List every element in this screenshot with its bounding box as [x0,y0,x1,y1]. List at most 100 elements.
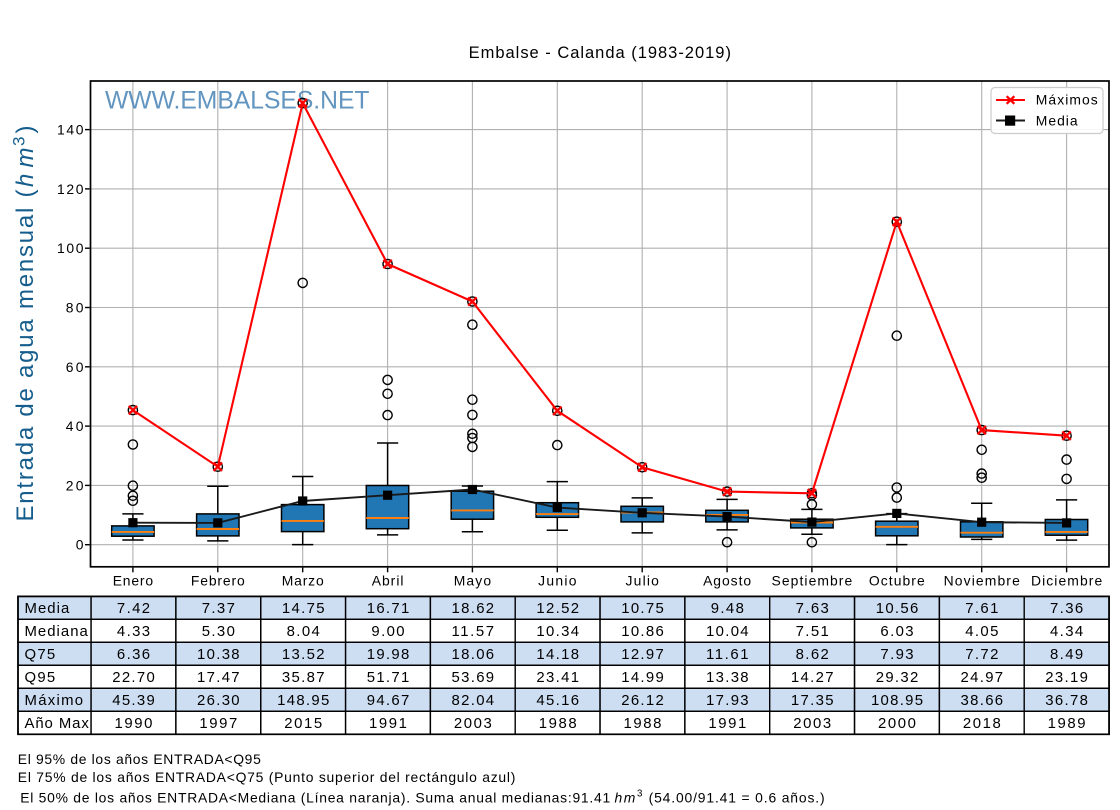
svg-text:10.34: 10.34 [536,624,579,640]
svg-text:Media: Media [25,601,71,617]
svg-text:12.97: 12.97 [621,647,664,663]
svg-text:100: 100 [57,240,84,256]
svg-text:7.93: 7.93 [880,647,913,663]
svg-text:16.71: 16.71 [367,601,410,617]
svg-text:9.00: 9.00 [371,624,404,640]
svg-text:14.99: 14.99 [621,670,664,686]
svg-text:Abril: Abril [372,573,404,589]
svg-text:Agosto: Agosto [703,573,751,589]
svg-text:45.16: 45.16 [536,693,579,709]
svg-text:140: 140 [57,122,84,138]
svg-text:82.04: 82.04 [451,693,494,709]
svg-text:Embalse - Calanda (1983-2019): Embalse - Calanda (1983-2019) [469,44,731,62]
svg-text:53.69: 53.69 [451,670,494,686]
svg-text:13.52: 13.52 [282,647,325,663]
svg-text:1991: 1991 [369,716,407,732]
svg-text:1991: 1991 [708,716,746,732]
svg-text:11.57: 11.57 [451,624,494,640]
svg-text:2015: 2015 [284,716,322,732]
svg-text:8.49: 8.49 [1050,647,1083,663]
svg-text:17.93: 17.93 [706,693,749,709]
svg-text:WWW.EMBALSES.NET: WWW.EMBALSES.NET [105,88,370,115]
svg-text:Diciembre: Diciembre [1031,573,1103,589]
svg-text:36.78: 36.78 [1045,693,1088,709]
svg-text:8.04: 8.04 [287,624,320,640]
svg-text:4.33: 4.33 [117,624,150,640]
svg-text:94.67: 94.67 [367,693,410,709]
svg-text:23.41: 23.41 [536,670,579,686]
svg-text:14.27: 14.27 [791,670,834,686]
svg-text:3: 3 [10,137,29,146]
svg-text:19.98: 19.98 [367,647,410,663]
svg-text:40: 40 [66,418,84,434]
svg-text:18.62: 18.62 [451,601,494,617]
svg-text:1997: 1997 [199,716,237,732]
svg-text:26.30: 26.30 [197,693,240,709]
svg-text:18.06: 18.06 [451,647,494,663]
svg-text:): ) [12,126,39,134]
svg-text:Junio: Junio [538,573,577,589]
svg-text:7.51: 7.51 [796,624,829,640]
svg-text:1990: 1990 [115,716,153,732]
svg-text:hm: hm [615,789,636,805]
svg-text:17.35: 17.35 [791,693,834,709]
svg-text:Q75: Q75 [25,647,56,663]
svg-text:1988: 1988 [624,716,662,732]
svg-text:2000: 2000 [878,716,916,732]
svg-text:Año Max: Año Max [25,716,90,732]
svg-text:26.12: 26.12 [621,693,664,709]
svg-text:35.87: 35.87 [282,670,325,686]
svg-text:El 50% de los años ENTRADA<Med: El 50% de los años ENTRADA<Mediana (Líne… [20,789,610,805]
svg-text:10.38: 10.38 [197,647,240,663]
svg-text:12.52: 12.52 [536,601,579,617]
svg-text:5.30: 5.30 [202,624,235,640]
svg-text:El 75% de los años ENTRADA<Q75: El 75% de los años ENTRADA<Q75 (Punto su… [18,769,516,785]
svg-text:2003: 2003 [454,716,492,732]
svg-text:7.61: 7.61 [965,601,998,617]
svg-text:17.47: 17.47 [197,670,240,686]
svg-text:7.42: 7.42 [117,601,150,617]
svg-text:23.19: 23.19 [1045,670,1088,686]
svg-text:El 95% de los años ENTRADA<Q95: El 95% de los años ENTRADA<Q95 [18,751,261,767]
svg-text:14.18: 14.18 [536,647,579,663]
svg-text:Septiembre: Septiembre [772,573,853,589]
svg-text:7.36: 7.36 [1050,601,1083,617]
svg-text:Mediana: Mediana [25,624,89,640]
svg-text:108.95: 108.95 [871,693,923,709]
svg-text:hm: hm [12,148,39,188]
svg-text:2003: 2003 [793,716,831,732]
svg-text:10.75: 10.75 [621,601,664,617]
svg-text:7.63: 7.63 [796,601,829,617]
svg-text:6.03: 6.03 [880,624,913,640]
svg-text:Febrero: Febrero [191,573,245,589]
svg-text:10.56: 10.56 [876,601,919,617]
svg-text:80: 80 [66,300,84,316]
svg-text:Noviembre: Noviembre [944,573,1020,589]
svg-text:24.97: 24.97 [961,670,1004,686]
svg-text:Enero: Enero [113,573,154,589]
svg-text:29.32: 29.32 [876,670,919,686]
svg-text:11.61: 11.61 [706,647,749,663]
svg-text:2018: 2018 [963,716,1001,732]
svg-text:10.86: 10.86 [621,624,664,640]
svg-text:4.05: 4.05 [965,624,998,640]
svg-text:20: 20 [66,477,84,493]
svg-text:7.37: 7.37 [202,601,235,617]
svg-text:6.36: 6.36 [117,647,150,663]
svg-text:Julio: Julio [626,573,660,589]
svg-text:148.95: 148.95 [277,693,329,709]
svg-text:3: 3 [637,788,642,799]
svg-text:Mayo: Mayo [454,573,492,589]
svg-text:9.48: 9.48 [711,601,744,617]
svg-text:Máximos: Máximos [1036,91,1098,107]
svg-text:38.66: 38.66 [961,693,1004,709]
svg-text:Media: Media [1036,112,1078,128]
svg-text:8.62: 8.62 [796,647,829,663]
svg-text:4.34: 4.34 [1050,624,1083,640]
svg-text:1988: 1988 [539,716,577,732]
svg-text:(54.00/91.41 = 0.6 años.): (54.00/91.41 = 0.6 años.) [649,789,825,805]
svg-text:51.71: 51.71 [367,670,410,686]
svg-text:13.38: 13.38 [706,670,749,686]
svg-text:Marzo: Marzo [282,573,324,589]
svg-text:45.39: 45.39 [112,693,155,709]
